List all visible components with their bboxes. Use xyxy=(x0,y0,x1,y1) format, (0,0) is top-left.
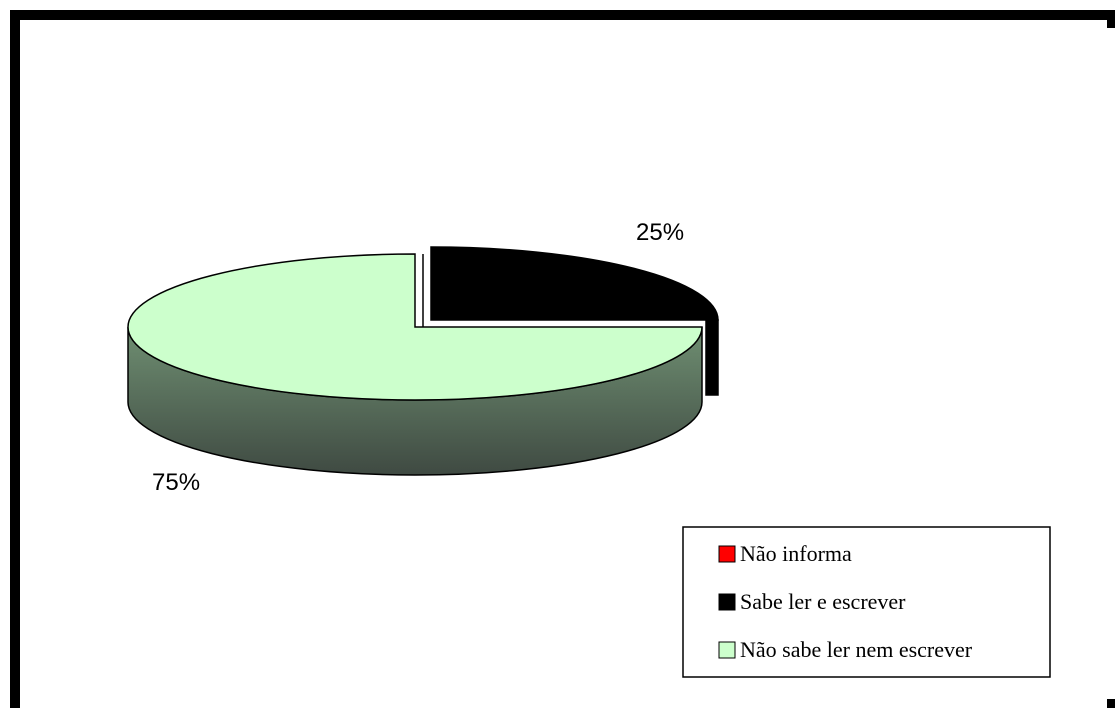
pie-slice-nao-sabe-ler-nem-escrever xyxy=(127,253,703,401)
legend: Não informa Sabe ler e escrever Não sabe… xyxy=(682,526,1051,678)
data-label-nao-sabe: 75% xyxy=(152,469,200,496)
pie-slice-sabe-ler-e-escrever xyxy=(430,246,719,321)
legend-swatch-nao-sabe xyxy=(718,641,736,659)
chart-border-corner-tick xyxy=(1107,699,1115,708)
chart-border-left xyxy=(10,10,20,708)
legend-label-sabe: Sabe ler e escrever xyxy=(740,589,906,614)
data-label-sabe: 25% xyxy=(636,219,684,246)
chart-border-right-tick xyxy=(1107,20,1115,28)
chart-border-top xyxy=(10,10,1115,20)
legend-swatch-nao-informa xyxy=(718,545,736,563)
legend-label-nao-sabe: Não sabe ler nem escrever xyxy=(740,637,973,662)
pie-slice-side-sabe xyxy=(705,319,719,396)
legend-box xyxy=(682,526,1051,678)
legend-label-nao-informa: Não informa xyxy=(740,541,852,566)
legend-swatch-sabe xyxy=(718,593,736,611)
